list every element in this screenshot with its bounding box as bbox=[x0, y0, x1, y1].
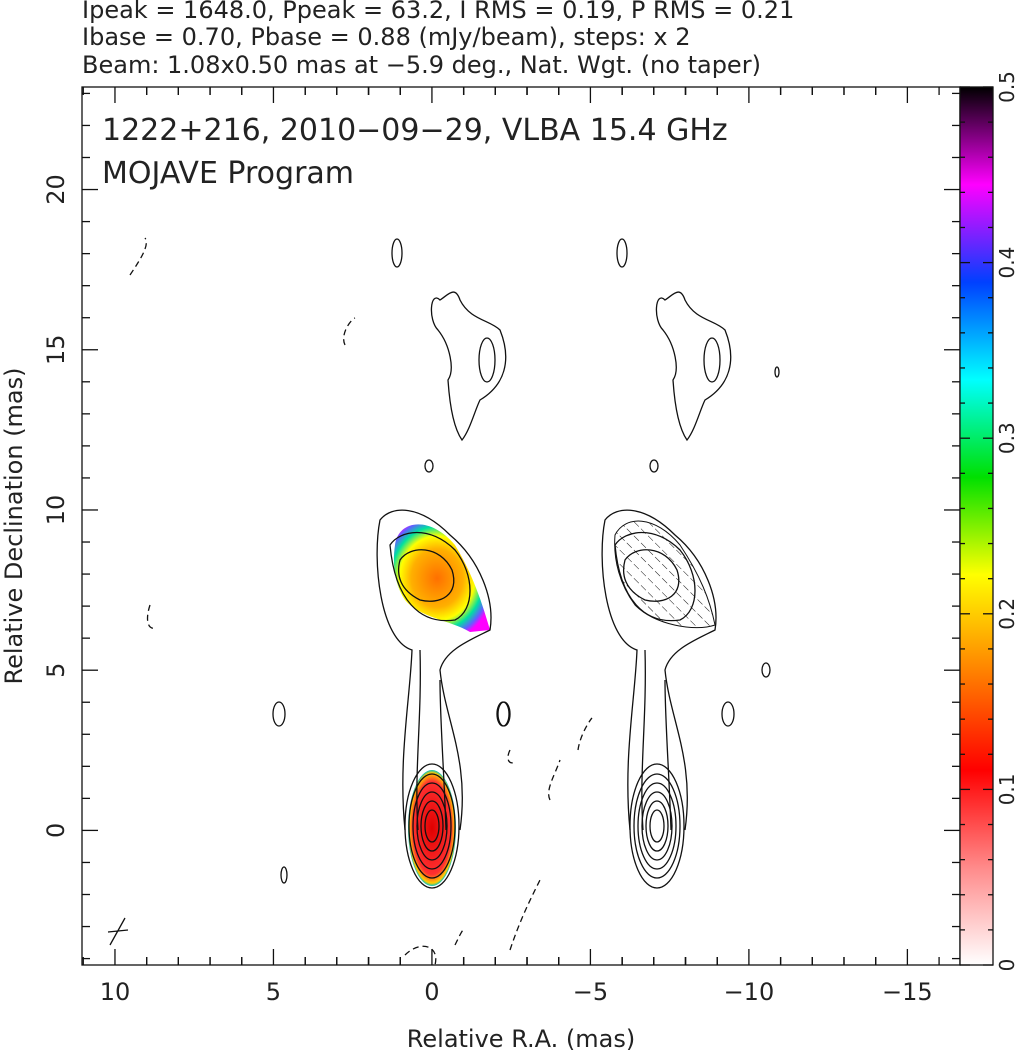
x-tick-label: 10 bbox=[100, 978, 131, 1006]
colorbar bbox=[959, 86, 994, 966]
y-tick-label: 15 bbox=[42, 334, 70, 365]
y-tick-label: 0 bbox=[42, 823, 70, 838]
colorbar-tick-label: 0 bbox=[995, 959, 1019, 972]
x-tick-label: 5 bbox=[266, 978, 281, 1006]
jet-polarization bbox=[393, 524, 490, 632]
colorbar-tick-label: 0.2 bbox=[995, 598, 1019, 630]
colorbar-tick-label: 0.1 bbox=[995, 773, 1019, 805]
annotation: 1222+216, 2010−09−29, VLBA 15.4 GHz bbox=[102, 113, 728, 148]
y-tick-label: 5 bbox=[42, 663, 70, 678]
colorbar-tick-label: 0.5 bbox=[995, 71, 1019, 103]
header-line: Ipeak = 1648.0, Ppeak = 63.2, I RMS = 0.… bbox=[82, 0, 794, 24]
x-tick-label: −5 bbox=[573, 978, 608, 1006]
header-line: Beam: 1.08x0.50 mas at −5.9 deg., Nat. W… bbox=[82, 51, 761, 79]
x-tick-label: −10 bbox=[724, 978, 775, 1006]
y-tick-label: 10 bbox=[42, 495, 70, 526]
colorbar-tick-label: 0.3 bbox=[995, 422, 1019, 454]
x-tick-label: 0 bbox=[424, 978, 439, 1006]
image bbox=[107, 237, 780, 965]
annotation: MOJAVE Program bbox=[102, 156, 354, 191]
plot-frame bbox=[81, 86, 961, 966]
x-tick-label: −15 bbox=[882, 978, 933, 1006]
x-axis-label: Relative R.A. (mas) bbox=[407, 1025, 635, 1053]
colorbar-tick-label: 0.4 bbox=[995, 247, 1019, 279]
y-tick-label: 20 bbox=[42, 174, 70, 205]
y-axis-label: Relative Declination (mas) bbox=[0, 367, 28, 684]
header-line: Ibase = 0.70, Pbase = 0.88 (mJy/beam), s… bbox=[82, 23, 691, 51]
core-polarization bbox=[408, 770, 456, 886]
